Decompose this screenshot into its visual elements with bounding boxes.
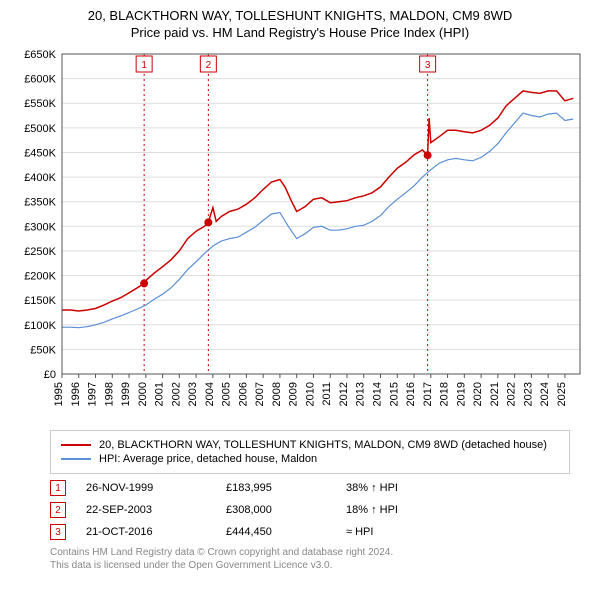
legend-label: 20, BLACKTHORN WAY, TOLLESHUNT KNIGHTS, … [99,439,547,451]
svg-text:2009: 2009 [288,382,300,406]
svg-text:2012: 2012 [338,382,350,406]
sale-price: £444,450 [226,526,346,538]
svg-text:£550K: £550K [24,98,56,110]
svg-text:1997: 1997 [87,382,99,406]
svg-text:2019: 2019 [455,382,467,406]
svg-text:2001: 2001 [154,382,166,406]
legend-row: 20, BLACKTHORN WAY, TOLLESHUNT KNIGHTS, … [61,439,559,451]
svg-text:£150K: £150K [24,295,56,307]
svg-text:2023: 2023 [522,382,534,406]
svg-text:£350K: £350K [24,197,56,209]
svg-text:£450K: £450K [24,147,56,159]
svg-text:2002: 2002 [170,382,182,406]
svg-text:2015: 2015 [388,382,400,406]
svg-text:2000: 2000 [137,382,149,406]
legend: 20, BLACKTHORN WAY, TOLLESHUNT KNIGHTS, … [50,430,570,474]
svg-text:2006: 2006 [237,382,249,406]
legend-label: HPI: Average price, detached house, Mald… [99,453,317,465]
svg-text:2016: 2016 [405,382,417,406]
svg-text:2020: 2020 [472,382,484,406]
sale-marker-icon: 3 [50,524,66,540]
svg-text:£0: £0 [44,369,56,381]
legend-swatch [61,458,91,460]
svg-text:2008: 2008 [271,382,283,406]
title-sub: Price paid vs. HM Land Registry's House … [10,25,590,40]
svg-text:3: 3 [425,60,431,71]
svg-text:2018: 2018 [439,382,451,406]
svg-text:£400K: £400K [24,172,56,184]
sale-delta: ≈ HPI [346,526,446,538]
sales-row: 1 26-NOV-1999 £183,995 38% ↑ HPI [50,480,570,496]
svg-text:1: 1 [141,60,147,71]
title-main: 20, BLACKTHORN WAY, TOLLESHUNT KNIGHTS, … [10,8,590,23]
footer-line: This data is licensed under the Open Gov… [50,559,570,572]
svg-text:1995: 1995 [53,382,65,406]
svg-text:2003: 2003 [187,382,199,406]
sale-marker-icon: 1 [50,480,66,496]
sale-date: 21-OCT-2016 [86,526,226,538]
svg-text:£200K: £200K [24,271,56,283]
svg-text:£300K: £300K [24,221,56,233]
legend-swatch [61,444,91,446]
svg-text:2022: 2022 [506,382,518,406]
sale-price: £308,000 [226,504,346,516]
svg-text:£600K: £600K [24,74,56,86]
legend-row: HPI: Average price, detached house, Mald… [61,453,559,465]
svg-text:2017: 2017 [422,382,434,406]
svg-text:2004: 2004 [204,382,216,406]
svg-text:2014: 2014 [372,382,384,406]
chart-svg: £0 £50K £100K £150K £200K £250K £300K £350K £400… [10,44,590,424]
sales-row: 3 21-OCT-2016 £444,450 ≈ HPI [50,524,570,540]
svg-text:£650K: £650K [24,49,56,61]
svg-text:2021: 2021 [489,382,501,406]
sale-delta: 38% ↑ HPI [346,482,446,494]
svg-text:2007: 2007 [254,382,266,406]
svg-text:2005: 2005 [221,382,233,406]
svg-text:2013: 2013 [355,382,367,406]
sales-row: 2 22-SEP-2003 £308,000 18% ↑ HPI [50,502,570,518]
svg-text:2025: 2025 [556,382,568,406]
sales-table: 1 26-NOV-1999 £183,995 38% ↑ HPI 2 22-SE… [50,480,570,540]
sale-date: 26-NOV-1999 [86,482,226,494]
svg-text:1996: 1996 [70,382,82,406]
svg-text:1998: 1998 [103,382,115,406]
svg-text:2024: 2024 [539,382,551,406]
svg-text:1999: 1999 [120,382,132,406]
sale-delta: 18% ↑ HPI [346,504,446,516]
svg-text:£500K: £500K [24,123,56,135]
svg-text:2: 2 [206,60,212,71]
svg-text:2011: 2011 [321,382,333,406]
chart-container: 20, BLACKTHORN WAY, TOLLESHUNT KNIGHTS, … [0,0,600,572]
svg-text:£50K: £50K [30,344,56,356]
footer: Contains HM Land Registry data © Crown c… [50,546,570,572]
sale-marker-icon: 2 [50,502,66,518]
sale-price: £183,995 [226,482,346,494]
sale-date: 22-SEP-2003 [86,504,226,516]
svg-text:£250K: £250K [24,246,56,258]
svg-text:£100K: £100K [24,320,56,332]
titles: 20, BLACKTHORN WAY, TOLLESHUNT KNIGHTS, … [0,0,600,44]
footer-line: Contains HM Land Registry data © Crown c… [50,546,570,559]
chart: £0 £50K £100K £150K £200K £250K £300K £350K £400… [10,44,590,424]
svg-text:2010: 2010 [304,382,316,406]
